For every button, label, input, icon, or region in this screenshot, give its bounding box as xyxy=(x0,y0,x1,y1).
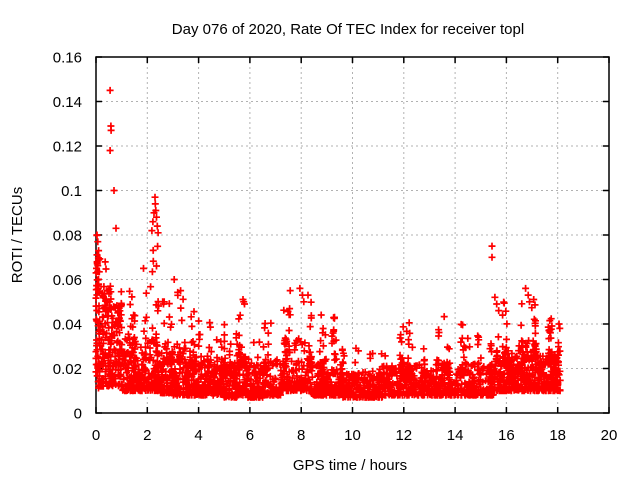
x-tick-label: 6 xyxy=(246,427,254,444)
y-tick-label: 0.16 xyxy=(53,50,82,67)
tick-labels: 0 2 4 6 8 10 12 14 16 18 20 0 0.02 0.04 0.06 0.08 0.1 0.1… xyxy=(53,50,618,445)
y-tick-label: 0 xyxy=(74,406,82,423)
y-tick-label: 0.12 xyxy=(53,139,82,156)
x-tick-label: 0 xyxy=(92,427,100,444)
y-tick-label: 0.04 xyxy=(53,317,82,334)
x-tick-label: 4 xyxy=(194,427,202,444)
x-tick-label: 16 xyxy=(498,427,515,444)
y-axis-label: ROTI / TECUs xyxy=(9,187,26,283)
x-tick-label: 18 xyxy=(549,427,566,444)
x-tick-label: 8 xyxy=(297,427,305,444)
x-tick-label: 20 xyxy=(601,427,618,444)
y-tick-label: 0.08 xyxy=(53,228,82,245)
x-axis-label: GPS time / hours xyxy=(293,457,407,474)
y-tick-label: 0.02 xyxy=(53,361,82,378)
data-points xyxy=(92,86,564,401)
x-tick-label: 10 xyxy=(344,427,361,444)
x-tick-label: 14 xyxy=(447,427,464,444)
y-tick-label: 0.06 xyxy=(53,272,82,289)
y-tick-label: 0.1 xyxy=(61,183,82,200)
x-tick-label: 2 xyxy=(143,427,151,444)
x-tick-label: 12 xyxy=(395,427,412,444)
y-tick-label: 0.14 xyxy=(53,94,82,111)
chart-title: Day 076 of 2020, Rate Of TEC Index for r… xyxy=(172,21,524,38)
